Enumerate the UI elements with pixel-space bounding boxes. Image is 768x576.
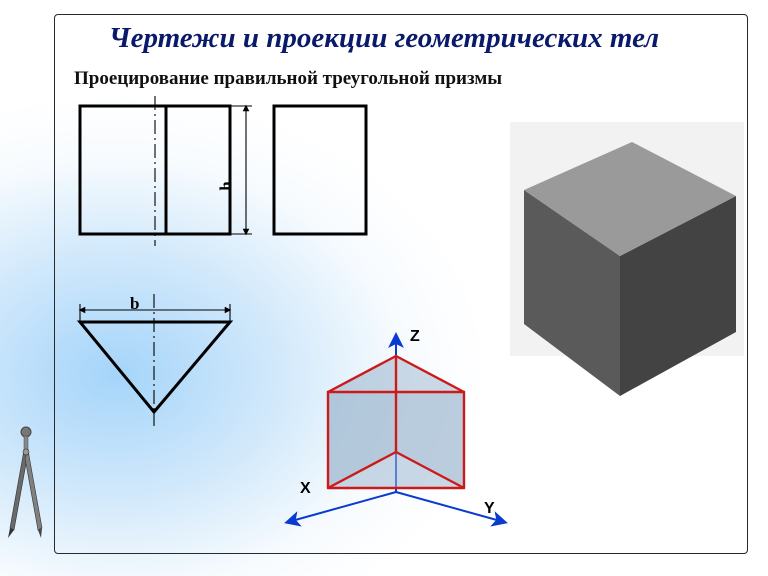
dimension-label-b: b [130, 294, 139, 314]
dimension-label-h: h [217, 181, 237, 190]
axis-label-z: Z [410, 328, 420, 346]
compass-icon [2, 420, 50, 540]
diagram-canvas [54, 14, 748, 554]
axis-label-y: Y [484, 500, 495, 518]
axis-label-x: X [300, 480, 311, 498]
